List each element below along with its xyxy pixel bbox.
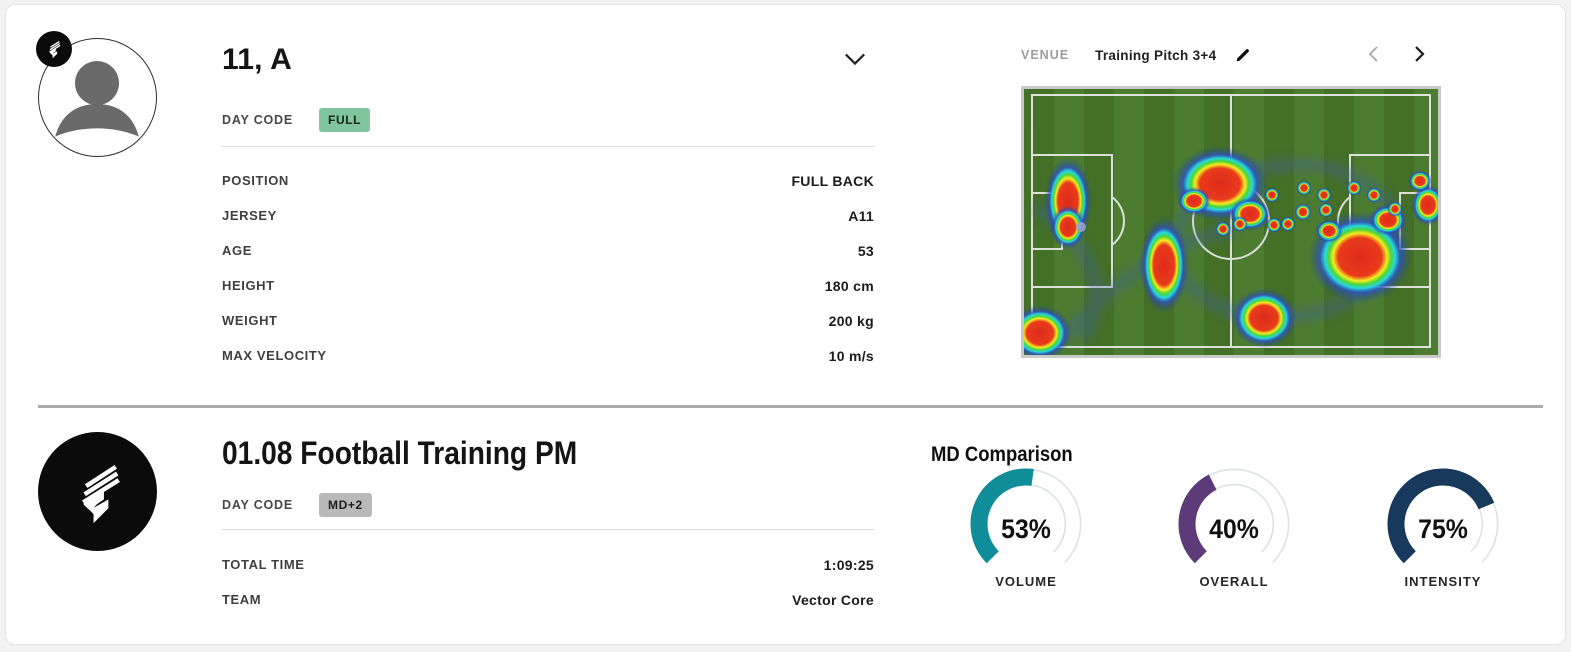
pitch-heatmap-image	[1024, 89, 1438, 355]
player-info-table: POSITION FULL BACK JERSEY A11 AGE 53 HEI…	[222, 163, 874, 373]
player-position-dot	[1076, 222, 1086, 232]
row-label: AGE	[222, 243, 252, 258]
table-row: HEIGHT 180 cm	[222, 268, 874, 303]
next-arrow-button[interactable]	[1409, 44, 1429, 64]
venue-label: VENUE	[1021, 48, 1070, 62]
main-card: 11, A DAY CODE FULL POSITION FULL BACK J…	[5, 4, 1566, 645]
table-row: MAX VELOCITY 10 m/s	[222, 338, 874, 373]
row-value: 1:09:25	[823, 556, 874, 573]
table-row: AGE 53	[222, 233, 874, 268]
brand-logo-icon	[49, 40, 61, 59]
row-value: Vector Core	[792, 591, 874, 608]
divider-line	[222, 146, 874, 147]
row-value: 10 m/s	[828, 347, 874, 364]
day-code-badge-md: MD+2	[319, 493, 372, 517]
divider-line	[222, 529, 874, 530]
row-value: FULL BACK	[791, 172, 874, 189]
gauge-volume: 53% VOLUME	[961, 464, 1091, 599]
player-name-title: 11, A	[222, 43, 292, 76]
session-logo	[38, 432, 157, 551]
gauge-label: VOLUME	[995, 574, 1057, 589]
day-code-label: DAY CODE	[222, 498, 294, 512]
day-code-label: DAY CODE	[222, 113, 294, 127]
row-value: A11	[848, 207, 874, 224]
table-row: TOTAL TIME 1:09:25	[222, 547, 874, 582]
session-info-table: TOTAL TIME 1:09:25 TEAM Vector Core	[222, 547, 874, 617]
row-label: POSITION	[222, 173, 289, 188]
gauge-label: INTENSITY	[1404, 574, 1482, 589]
md-comparison-title: MD Comparison	[931, 443, 1073, 466]
row-value: 180 cm	[824, 277, 874, 294]
brand-logo-icon	[81, 464, 120, 523]
gauge-overall: 40% OVERALL	[1169, 464, 1299, 599]
row-label: HEIGHT	[222, 278, 275, 293]
pencil-icon	[1237, 49, 1250, 62]
day-code-badge-full: FULL	[319, 108, 371, 132]
row-label: TOTAL TIME	[222, 557, 305, 572]
section-divider	[38, 405, 1543, 408]
row-value: 53	[857, 242, 874, 259]
gauge-intensity: 75% INTENSITY	[1378, 464, 1508, 599]
gauge-value: 75%	[1418, 514, 1468, 544]
gauge-value: 53%	[1001, 514, 1051, 544]
previous-arrow-button[interactable]	[1364, 44, 1384, 64]
table-row: POSITION FULL BACK	[222, 163, 874, 198]
row-label: JERSEY	[222, 208, 277, 223]
person-icon	[55, 61, 139, 137]
pitch-heatmap	[1021, 86, 1441, 358]
avatar-image	[38, 38, 157, 157]
player-avatar	[36, 31, 157, 157]
row-label: WEIGHT	[222, 313, 278, 328]
table-row: JERSEY A11	[222, 198, 874, 233]
venue-value: Training Pitch 3+4	[1095, 47, 1217, 63]
session-title: 01.08 Football Training PM	[222, 435, 578, 471]
edit-venue-button[interactable]	[1234, 46, 1252, 64]
table-row: WEIGHT 200 kg	[222, 303, 874, 338]
expand-chevron-down-icon[interactable]	[844, 50, 866, 68]
row-value: 200 kg	[828, 312, 874, 329]
back-button[interactable]	[36, 31, 72, 67]
gauge-value: 40%	[1209, 514, 1259, 544]
row-label: MAX VELOCITY	[222, 348, 327, 363]
row-label: TEAM	[222, 592, 262, 607]
gauge-label: OVERALL	[1199, 574, 1269, 589]
table-row: TEAM Vector Core	[222, 582, 874, 617]
